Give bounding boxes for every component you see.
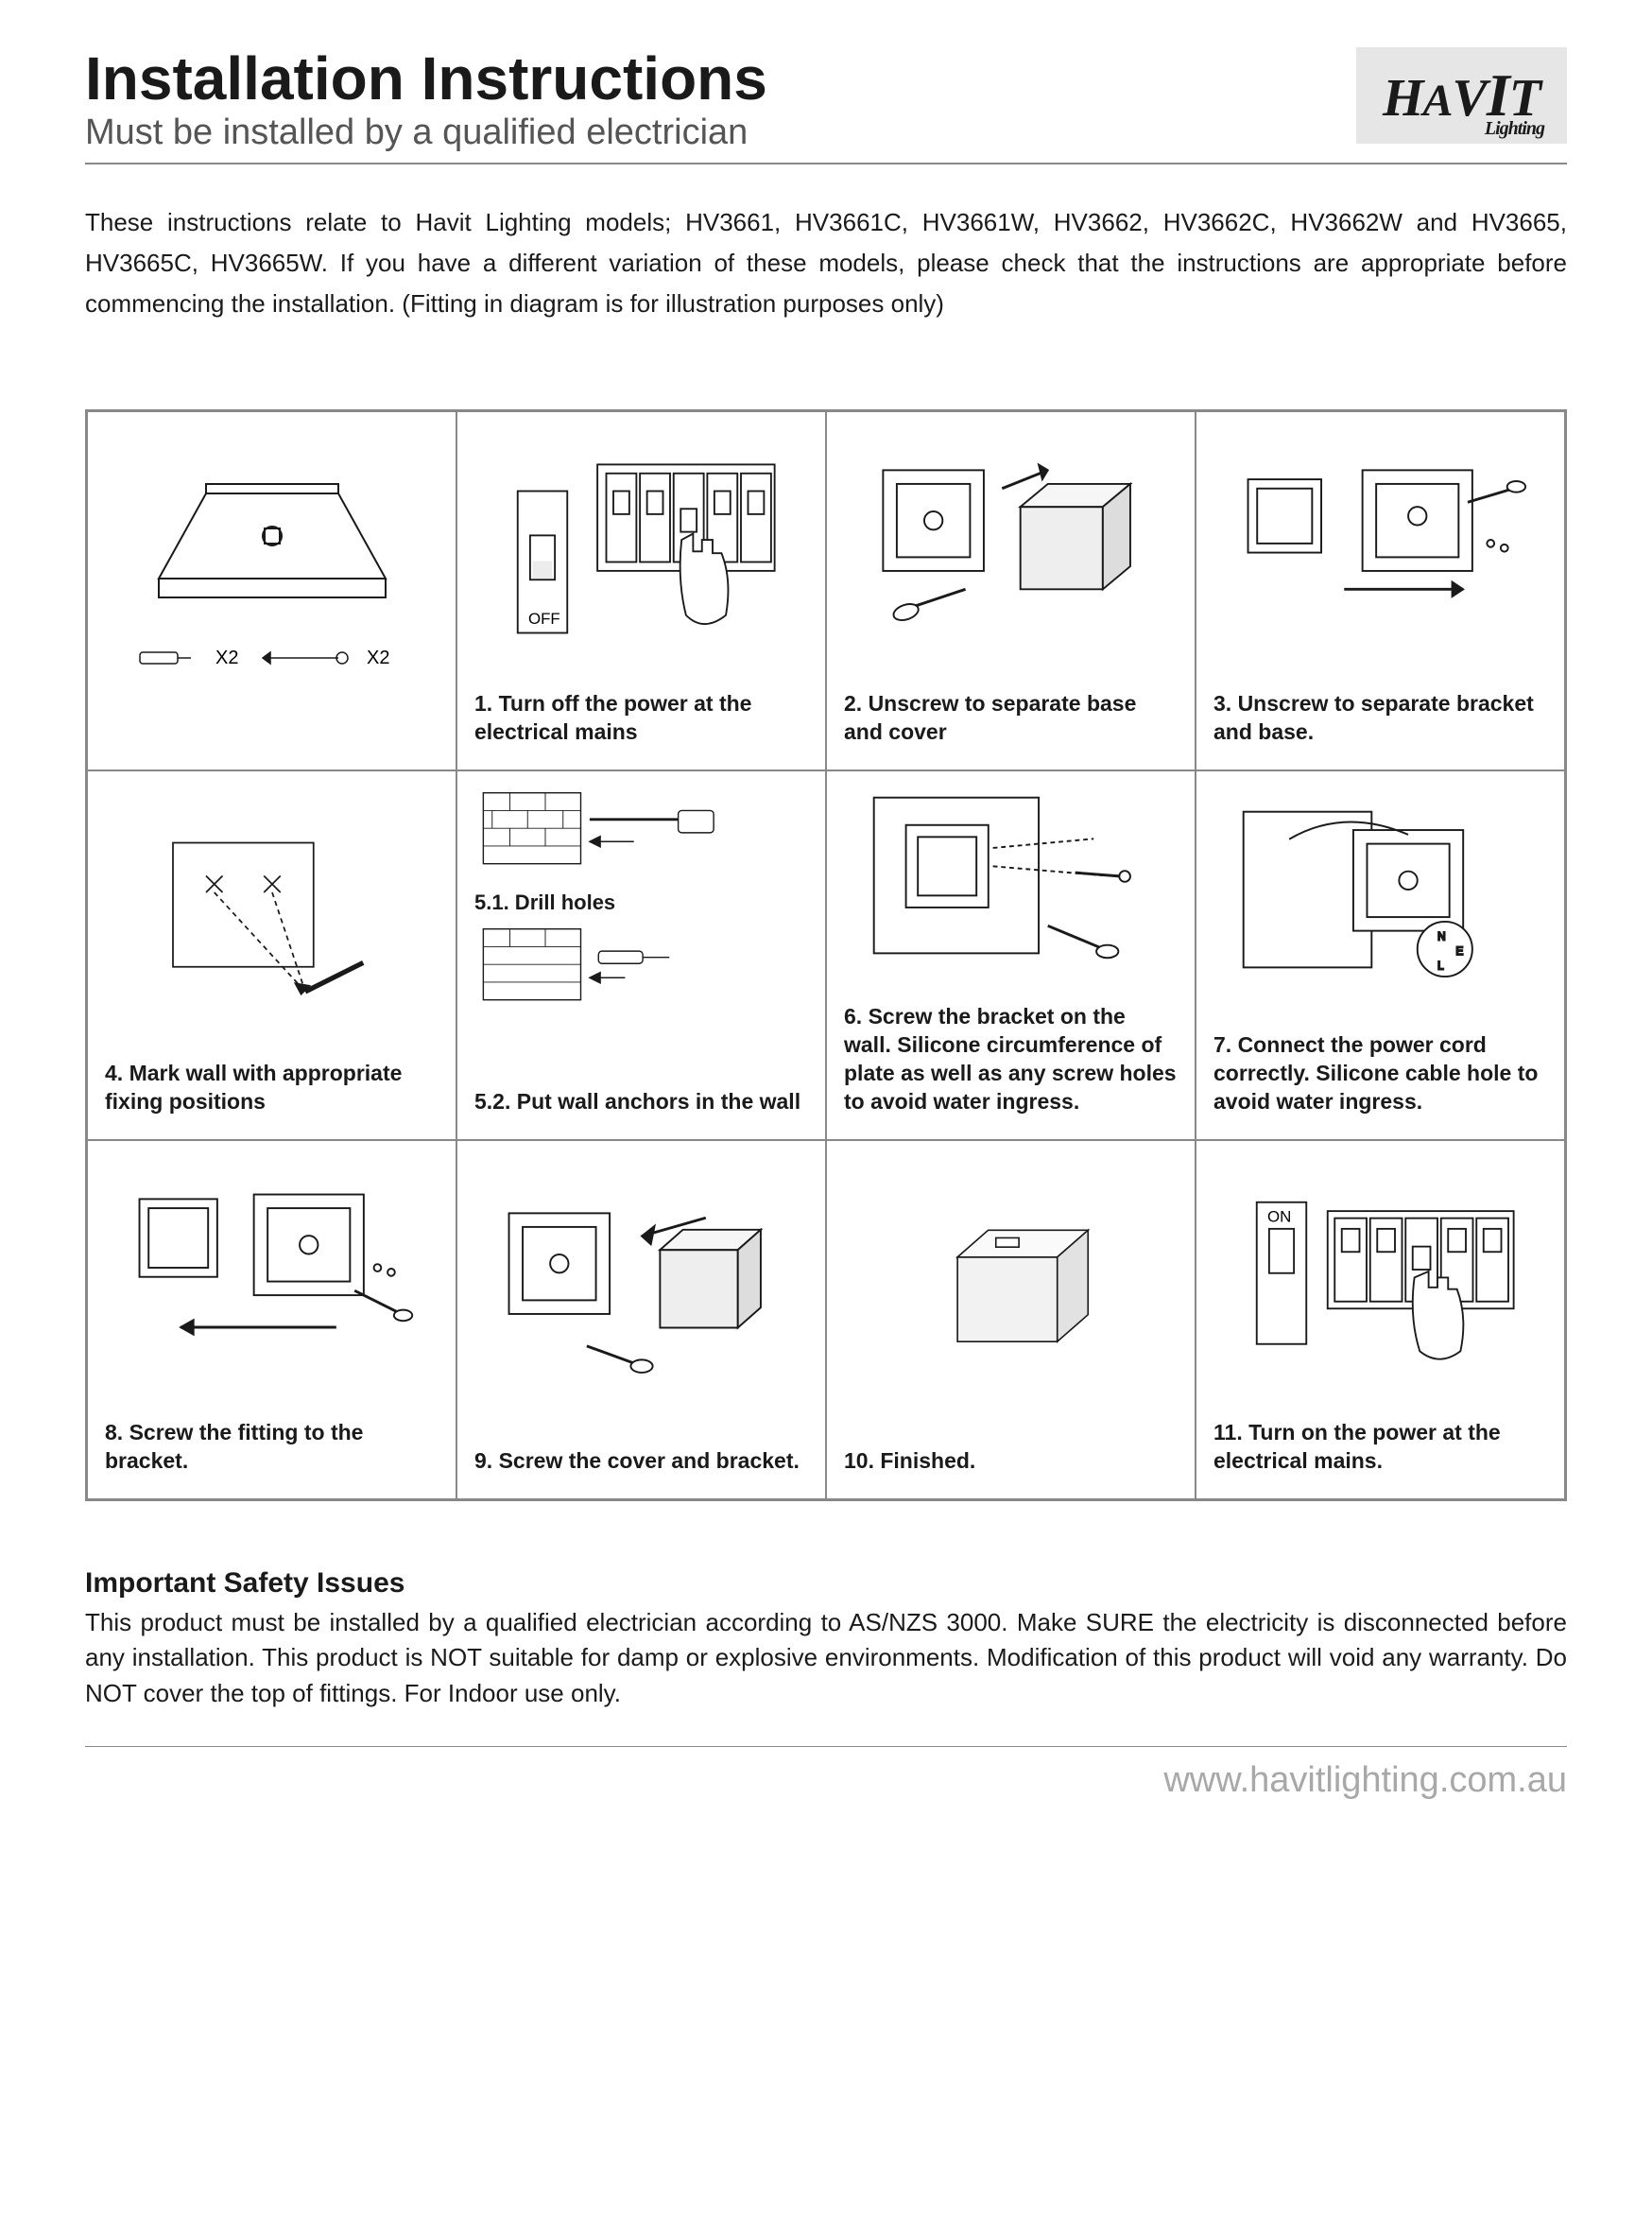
cell-parts: X2 X2 bbox=[87, 411, 456, 770]
step7-caption: 7. Connect the power cord correctly. Sil… bbox=[1213, 1031, 1547, 1116]
page-footer: www.havitlighting.com.au bbox=[85, 1746, 1567, 1801]
cell-step-3: 3. Unscrew to separate bracket and base. bbox=[1196, 411, 1565, 770]
header-text-block: Installation Instructions Must be instal… bbox=[85, 47, 1328, 153]
switch-on-label: ON bbox=[1267, 1207, 1291, 1225]
step10-caption: 10. Finished. bbox=[844, 1447, 1178, 1476]
svg-text:N: N bbox=[1437, 930, 1445, 943]
step5-1-illustration bbox=[474, 788, 808, 873]
page-header: Installation Instructions Must be instal… bbox=[85, 47, 1567, 164]
cell-step-9: 9. Screw the cover and bracket. bbox=[456, 1140, 826, 1499]
step10-illustration bbox=[844, 1158, 1178, 1434]
cell-step-4: 4. Mark wall with appropriate fixing pos… bbox=[87, 770, 456, 1140]
safety-text: This product must be installed by a qual… bbox=[85, 1605, 1567, 1712]
brand-logo: HAVIT Lighting bbox=[1356, 47, 1567, 144]
step7-illustration: N E L bbox=[1213, 788, 1547, 1018]
svg-text:L: L bbox=[1437, 960, 1444, 972]
logo-main-text: HAVIT Lighting bbox=[1383, 61, 1540, 130]
step6-illustration bbox=[844, 788, 1178, 990]
instruction-grid: X2 X2 OFF bbox=[85, 409, 1567, 1501]
step1-caption: 1. Turn off the power at the electrical … bbox=[474, 690, 808, 747]
step3-caption: 3. Unscrew to separate bracket and base. bbox=[1213, 690, 1547, 747]
step5-2-caption: 5.2. Put wall anchors in the wall bbox=[474, 1088, 808, 1116]
step5-1-caption: 5.1. Drill holes bbox=[474, 890, 808, 917]
logo-sub-text: Lighting bbox=[1485, 118, 1544, 140]
intro-paragraph: These instructions relate to Havit Light… bbox=[85, 202, 1567, 324]
page-subtitle: Must be installed by a qualified electri… bbox=[85, 112, 1328, 153]
step11-caption: 11. Turn on the power at the electrical … bbox=[1213, 1419, 1547, 1476]
step3-illustration bbox=[1213, 429, 1547, 677]
step4-illustration bbox=[105, 788, 439, 1046]
cell-step-10: 10. Finished. bbox=[826, 1140, 1196, 1499]
cell-step-2: 2. Unscrew to separate base and cover bbox=[826, 411, 1196, 770]
step6-caption: 6. Screw the bracket on the wall. Silico… bbox=[844, 1003, 1178, 1116]
step9-caption: 9. Screw the cover and bracket. bbox=[474, 1447, 808, 1476]
step1-illustration: OFF bbox=[474, 429, 808, 677]
step4-caption: 4. Mark wall with appropriate fixing pos… bbox=[105, 1060, 439, 1116]
cell-step-6: 6. Screw the bracket on the wall. Silico… bbox=[826, 770, 1196, 1140]
footer-url: www.havitlighting.com.au bbox=[1163, 1760, 1567, 1800]
page-title: Installation Instructions bbox=[85, 47, 1328, 111]
step9-illustration bbox=[474, 1158, 808, 1434]
step8-illustration bbox=[105, 1158, 439, 1406]
parts-illustration: X2 X2 bbox=[105, 429, 439, 747]
step5-2-illustration bbox=[474, 925, 808, 1009]
step2-caption: 2. Unscrew to separate base and cover bbox=[844, 690, 1178, 747]
screw-qty: X2 bbox=[367, 648, 389, 668]
step11-illustration: ON bbox=[1213, 1158, 1547, 1406]
svg-text:E: E bbox=[1455, 945, 1463, 958]
step2-illustration bbox=[844, 429, 1178, 677]
switch-off-label: OFF bbox=[528, 610, 560, 628]
anchor-qty: X2 bbox=[215, 648, 238, 668]
cell-step-8: 8. Screw the fitting to the bracket. bbox=[87, 1140, 456, 1499]
cell-step-11: ON 11. Turn on the power at the electric… bbox=[1196, 1140, 1565, 1499]
step8-caption: 8. Screw the fitting to the bracket. bbox=[105, 1419, 439, 1476]
cell-step-5: 5.1. Drill holes 5.2. Put wall anchors i… bbox=[456, 770, 826, 1140]
cell-step-7: N E L 7. Connect the power cord correctl… bbox=[1196, 770, 1565, 1140]
cell-step-1: OFF 1. Turn off the power at the electri… bbox=[456, 411, 826, 770]
safety-section: Important Safety Issues This product mus… bbox=[85, 1567, 1567, 1712]
safety-heading: Important Safety Issues bbox=[85, 1567, 1567, 1600]
